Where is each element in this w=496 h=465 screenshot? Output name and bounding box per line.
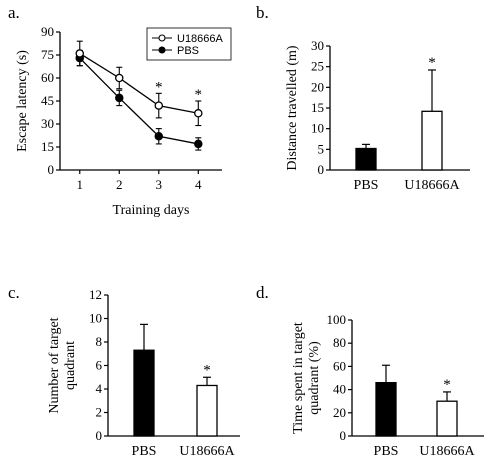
c-y-tick-label: 8 [96,334,103,349]
d-y-axis-label: quadrant (%) [307,341,322,415]
b-y-tick-label: 5 [318,141,325,156]
d-y-tick-label: 0 [340,428,347,443]
a-x-tick-label: 1 [77,177,84,192]
a-series-line-U18666A [79,52,199,114]
a-point-U18666A [154,101,164,110]
a-y-tick-label: 30 [41,116,54,131]
a-point-U18666A [75,49,85,58]
b-y-tick-label: 10 [311,121,324,136]
panel-c-label: c. [8,283,20,302]
a-point-PBS [194,139,203,149]
b-y-tick-label: 0 [318,162,325,177]
b-y-axis-label: Distance travelled (m) [285,45,300,171]
a-x-axis-label: Training days [113,203,190,218]
d-y-tick-label: 40 [333,382,346,397]
a-y-tick-label: 90 [41,24,54,39]
a-point-PBS [154,132,164,141]
a-y-tick-label: 75 [41,47,54,62]
c-y-tick-label: 0 [96,428,103,443]
a-x-tick-label: 3 [156,177,163,192]
c-y-tick-label: 10 [89,311,102,326]
c-y-tick-label: 12 [89,287,102,302]
b-y-tick-label: 20 [311,79,324,94]
a-significance-star: * [155,79,163,95]
c-bar-U18666A [196,384,218,437]
b-bar-PBS [355,147,377,171]
a-y-tick-label: 45 [41,93,54,108]
a-y-tick-label: 15 [41,139,54,154]
c-y-axis-label: quadrant [63,341,78,390]
b-x-tick-label: PBS [354,178,379,193]
a-legend-label: PBS [177,45,199,57]
c-y-tick-label: 2 [96,405,103,420]
d-y-tick-label: 60 [333,358,346,373]
b-y-tick-label: 15 [311,100,324,115]
c-y-axis-label: Number of target [47,317,62,413]
a-x-tick-label: 4 [195,177,202,192]
a-legend-marker [158,34,166,42]
d-y-axis-label: Time spent in target [291,322,306,434]
c-y-tick-label: 4 [96,381,103,396]
b-y-tick-label: 30 [311,38,324,53]
panel-b-label: b. [256,3,269,22]
d-x-tick-label: U18666A [419,444,475,459]
b-y-tick-label: 25 [311,59,324,74]
d-bar-U18666A [436,400,458,437]
panel-d-label: d. [256,283,269,302]
a-x-tick-label: 2 [116,177,123,192]
a-y-tick-label: 60 [41,70,54,85]
d-bar-PBS [375,381,397,437]
a-legend-box [146,27,232,61]
d-x-tick-label: PBS [374,444,399,459]
panel-a-label: a. [8,3,20,22]
c-x-tick-label: PBS [132,444,157,459]
a-y-axis-label: Escape latency (s) [15,50,30,152]
a-point-U18666A [194,109,203,118]
a-significance-star: * [195,87,203,103]
a-point-U18666A [115,73,124,83]
d-y-tick-label: 80 [333,335,346,350]
b-significance-star: * [428,55,436,71]
b-bar-U18666A [421,110,443,171]
c-x-tick-label: U18666A [179,444,235,459]
c-bar-PBS [133,349,155,437]
d-y-tick-label: 20 [333,405,346,420]
a-legend-label: U18666A [177,33,224,45]
d-y-tick-label: 100 [327,312,347,327]
a-y-tick-label: 0 [48,162,55,177]
c-y-tick-label: 6 [96,358,103,373]
a-series-line-PBS [79,57,199,145]
d-significance-star: * [443,377,451,393]
a-point-PBS [115,93,124,103]
a-legend-marker [158,46,166,54]
c-significance-star: * [203,362,211,378]
b-x-tick-label: U18666A [404,178,460,193]
